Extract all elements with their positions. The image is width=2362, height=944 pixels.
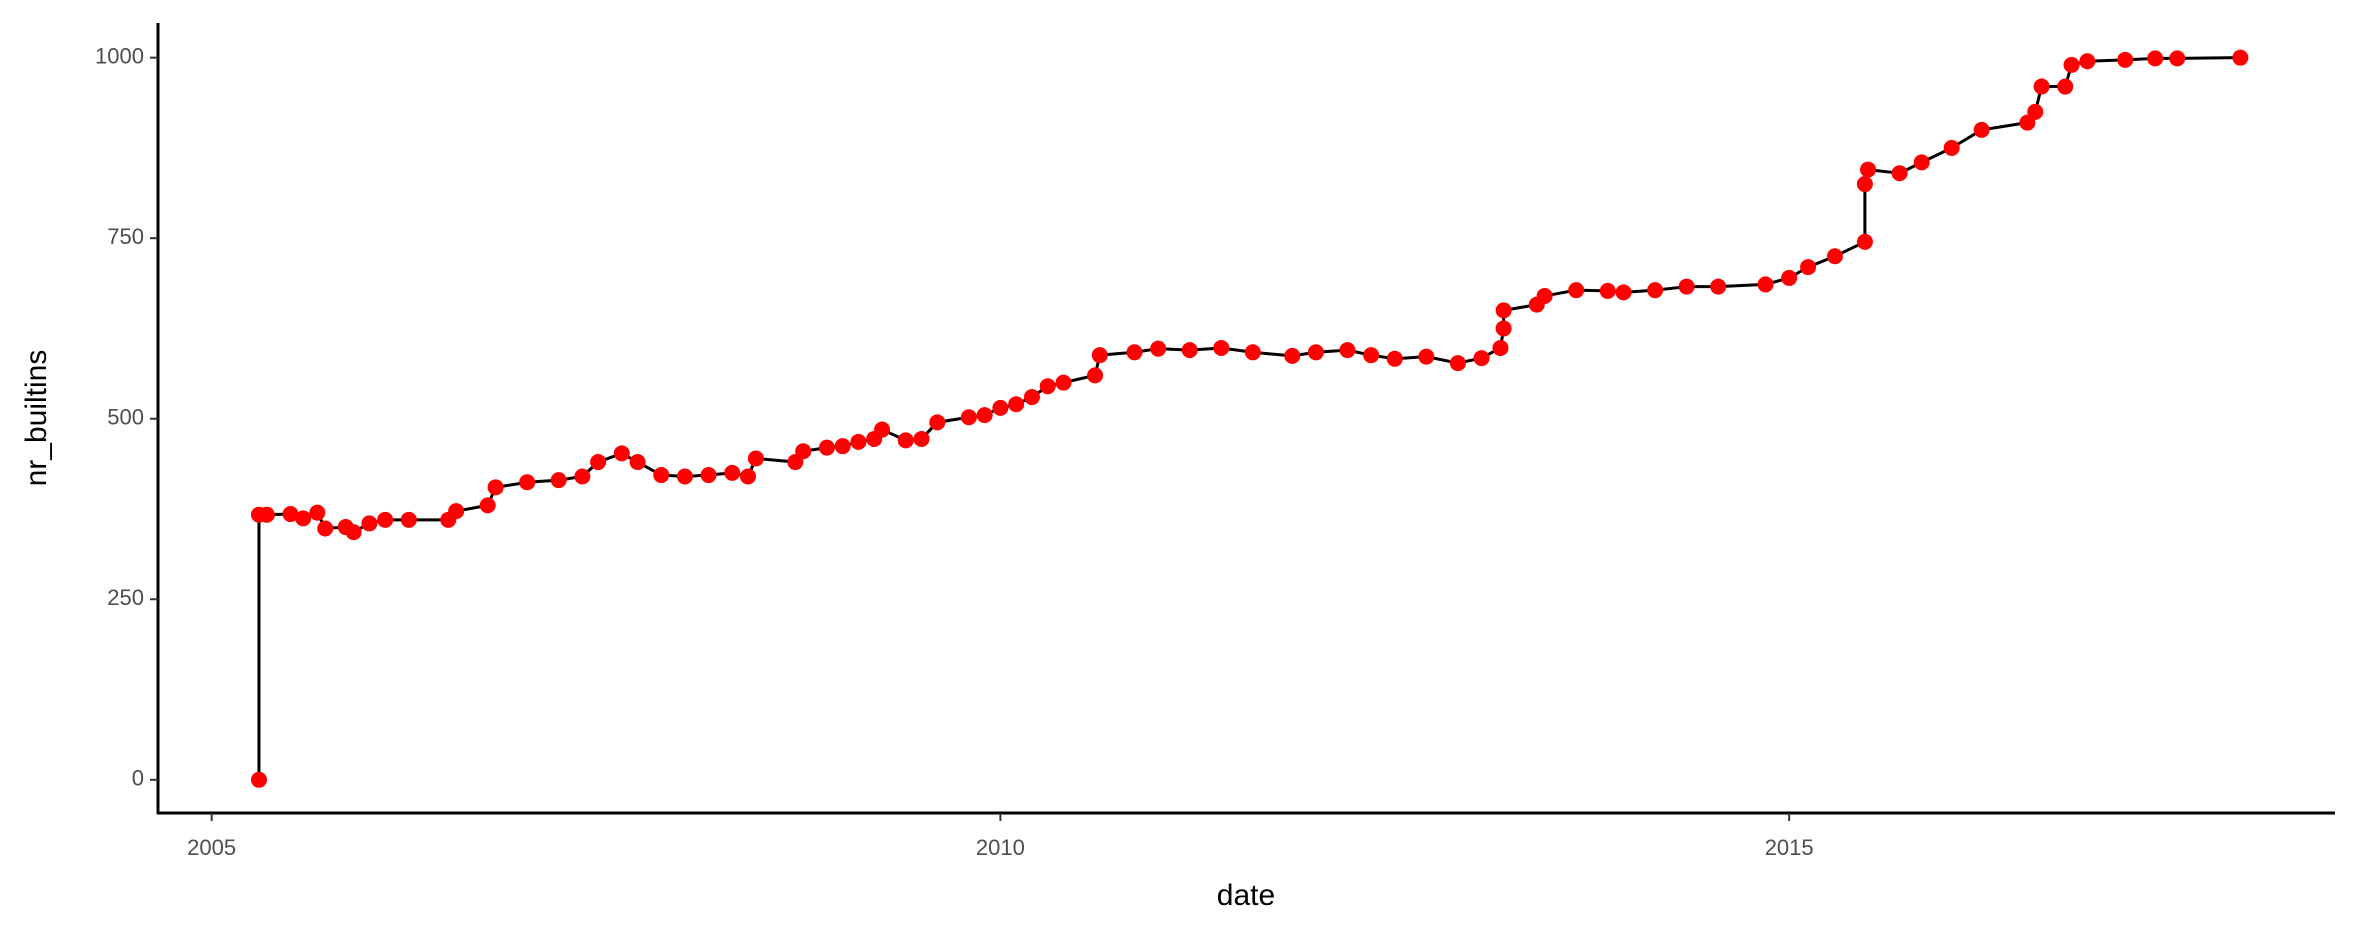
y-tick-label: 250: [107, 585, 144, 610]
point: [1757, 276, 1774, 293]
point: [653, 467, 670, 484]
point: [1973, 121, 1990, 138]
point: [724, 464, 741, 481]
point: [377, 511, 394, 528]
point: [1023, 389, 1040, 406]
point: [1536, 287, 1553, 304]
point: [747, 450, 764, 467]
point: [1492, 339, 1509, 356]
point: [1339, 342, 1356, 359]
point: [1913, 154, 1930, 171]
point: [874, 421, 891, 438]
point: [2057, 78, 2074, 95]
point: [2147, 50, 2164, 67]
y-tick-label: 0: [132, 766, 144, 791]
point: [897, 432, 914, 449]
point: [1800, 259, 1817, 276]
point: [1284, 347, 1301, 364]
point: [700, 467, 717, 484]
point: [295, 510, 312, 527]
point: [2063, 56, 2080, 73]
point: [574, 468, 591, 485]
point: [1039, 378, 1056, 395]
point: [309, 504, 326, 521]
point: [282, 506, 299, 523]
point: [1856, 233, 1873, 250]
point: [1647, 282, 1664, 299]
point: [1091, 347, 1108, 364]
point: [487, 479, 504, 496]
point: [361, 515, 378, 532]
point: [1473, 350, 1490, 367]
point: [1087, 367, 1104, 384]
point: [1856, 176, 1873, 193]
point: [1781, 269, 1798, 286]
point: [1495, 320, 1512, 337]
point: [400, 511, 417, 528]
point: [250, 771, 267, 788]
point: [2169, 50, 2186, 67]
point: [960, 409, 977, 426]
point: [2232, 49, 2249, 66]
point: [590, 454, 607, 471]
point: [1599, 282, 1616, 299]
y-axis-title: nr_builtins: [20, 350, 53, 487]
x-axis-title: date: [1217, 879, 1275, 912]
point: [1710, 278, 1727, 295]
point: [1055, 374, 1072, 391]
point: [913, 430, 930, 447]
point: [448, 503, 465, 520]
point: [613, 445, 630, 462]
point: [629, 454, 646, 471]
point: [929, 414, 946, 431]
point: [317, 520, 334, 537]
point: [795, 443, 812, 460]
point: [1008, 396, 1025, 413]
point: [1891, 165, 1908, 182]
point: [258, 506, 275, 523]
point: [345, 524, 362, 541]
point: [1307, 344, 1324, 361]
point: [550, 472, 567, 489]
point: [519, 474, 536, 491]
point: [1181, 342, 1198, 359]
point: [739, 468, 756, 485]
point: [676, 468, 693, 485]
point: [834, 438, 851, 455]
point: [2117, 51, 2134, 68]
point: [479, 497, 496, 514]
point: [818, 439, 835, 456]
x-tick-label: 2005: [187, 835, 236, 860]
point: [992, 399, 1009, 416]
point: [2027, 103, 2044, 120]
point: [1678, 278, 1695, 295]
point: [2079, 53, 2096, 70]
point: [1943, 139, 1960, 156]
point: [1495, 302, 1512, 319]
point: [1213, 339, 1230, 356]
point: [1126, 344, 1143, 361]
point: [1244, 344, 1261, 361]
point: [1418, 348, 1435, 365]
point: [1363, 347, 1380, 364]
point: [1615, 284, 1632, 301]
y-tick-label: 750: [107, 224, 144, 249]
y-tick-label: 500: [107, 405, 144, 430]
point: [1860, 161, 1877, 178]
point: [850, 433, 867, 450]
point: [1150, 340, 1167, 357]
point: [1386, 350, 1403, 367]
y-tick-label: 1000: [95, 43, 144, 68]
x-tick-label: 2010: [976, 835, 1025, 860]
x-tick-label: 2015: [1765, 835, 1814, 860]
line: [257, 56, 2241, 780]
point: [976, 407, 993, 424]
point: [2033, 78, 2050, 95]
point: [1568, 282, 1585, 299]
point: [1826, 248, 1843, 265]
point: [1449, 355, 1466, 372]
